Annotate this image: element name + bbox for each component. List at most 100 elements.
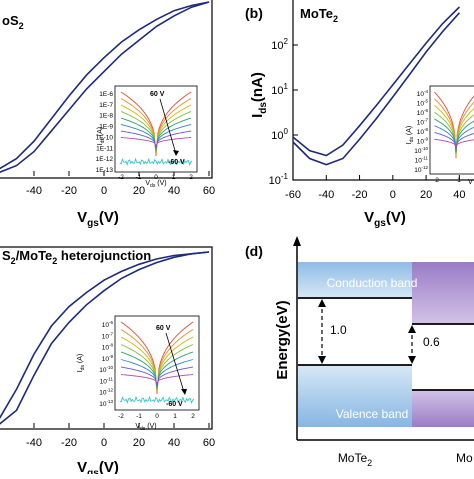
panel-a-curve-forward (0, 1, 210, 173)
inset-iv-curve (120, 104, 192, 154)
panel-a-x-ticks: -40 -20 0 20 40 60 (26, 171, 215, 197)
panel-c-x-tick-label: 40 (168, 437, 180, 449)
panel-b-curve-reverse (292, 12, 460, 166)
inset-b-x-ticks: -2 -1 (433, 177, 461, 184)
panel-c-x-tick-label: -20 (61, 437, 77, 449)
inset-y-tick-label: 10-12 (414, 165, 428, 174)
inset-y-tick-label: 10-11 (100, 376, 114, 385)
panel-a-x-tick-label: 60 (203, 185, 215, 197)
panel-b-label: (b) (245, 5, 263, 21)
panel-a-x-tick-label: 40 (168, 185, 180, 197)
inset-a-arrowhead (173, 150, 179, 156)
panel-a: oS2 -40 -20 0 20 40 60 Vgs(V) 1E-61E-71E-81E-… (0, 0, 215, 229)
panel-b-x-tick-label: 20 (420, 189, 432, 201)
inset-y-tick-label: 10-6 (102, 320, 114, 329)
inset-x-tick-label: -2 (118, 413, 124, 420)
panel-b-y-ticks: 10-1 100 101 102 (269, 37, 298, 187)
inset-c-y-label: Ids (A) (77, 354, 86, 373)
inset-x-tick-label: 0 (155, 413, 159, 420)
panel-c-curve-reverse (0, 251, 210, 420)
inset-iv-curve (120, 366, 194, 387)
inset-y-tick-label: 1E-13 (96, 167, 114, 174)
panel-c-x-tick-label: 0 (101, 437, 107, 449)
panel-b-x-tick-label: -20 (352, 189, 368, 201)
mote2-valence-band (298, 365, 412, 427)
inset-a-y-ticks: 1E-6 1E-7 1E-8 1E-9 1E-10 1E-11 1E-12 1E-13 (96, 91, 114, 174)
panel-b-y-label: Ids(nA) (249, 72, 269, 118)
conduction-band-label: Conduction band (327, 276, 418, 290)
inset-a-curves (119, 91, 193, 167)
inset-noise-floor-curve (119, 395, 195, 405)
inset-x-tick-label: 0 (154, 174, 158, 181)
inset-c-arrowhead (181, 389, 187, 395)
inset-x-tick-label: -1 (455, 177, 461, 184)
material-left-label: MoTe2 (338, 451, 372, 468)
material-right-label: Mo (456, 451, 473, 465)
inset-noise-floor-curve (119, 157, 193, 167)
inset-b-curves (434, 91, 474, 159)
panel-b-inset: 10-410-510-610-710-810-910-1010-1110-12 … (406, 85, 474, 186)
inset-a-arrow (159, 98, 177, 155)
inset-a-annotation-bottom: -60 V (168, 159, 185, 166)
panel-c-x-ticks: -40 -20 0 20 40 60 (26, 423, 215, 449)
inset-c-curves (119, 321, 195, 405)
inset-iv-curve (120, 98, 192, 155)
panel-d-label: (d) (245, 243, 263, 259)
inset-a-x-label: Vds (V) (145, 180, 166, 189)
inset-iv-curve (120, 344, 194, 390)
panel-c-x-tick-label: 20 (133, 437, 145, 449)
inset-y-tick-label: 10-5 (417, 99, 429, 108)
panel-b-y-tick-label: 101 (271, 82, 288, 97)
inset-y-tick-label: 10-7 (417, 118, 429, 127)
inset-c-x-label: Vds (V) (135, 423, 156, 432)
gap-right-value: 0.6 (423, 335, 440, 349)
inset-y-tick-label: 1E-8 (99, 113, 113, 120)
inset-iv-curve (120, 124, 192, 149)
panel-b-y-tick-label: 10-1 (269, 172, 289, 187)
inset-y-tick-label: 10-10 (99, 365, 113, 374)
inset-c-annotation-top: 60 V (156, 325, 171, 332)
inset-iv-curve (434, 105, 474, 156)
valence-band-label: Valence band (336, 407, 409, 421)
inset-y-tick-label: 1E-10 (96, 134, 114, 141)
inset-c-y-ticks: 10-6 10-7 10-8 10-9 10-10 10-11 10-12 10-13 (99, 320, 113, 408)
inset-y-tick-label: 10-8 (102, 343, 114, 352)
inset-y-tick-label: 10-8 (417, 127, 429, 136)
inset-iv-curve (434, 111, 474, 154)
inset-b-y-label: Ids (A) (406, 126, 415, 145)
inset-iv-curve (120, 321, 194, 395)
gap-arrow-left-top (318, 299, 326, 307)
inset-a-annotation-top: 60 V (150, 91, 165, 98)
panel-a-x-tick-label: 20 (133, 185, 145, 197)
panel-b-x-label: Vgs(V) (364, 209, 406, 229)
inset-x-tick-label: -1 (136, 413, 142, 420)
inset-iv-curve (434, 132, 474, 150)
panel-b-y-tick-label: 100 (271, 127, 288, 142)
inset-iv-curve (120, 130, 192, 149)
panel-b-x-ticks: -60 -40 -20 0 20 40 (285, 175, 465, 201)
panel-c-x-tick-label: -40 (26, 437, 42, 449)
inset-x-tick-label: 1 (172, 174, 176, 181)
inset-iv-curve (434, 138, 474, 149)
right-valence-band (412, 390, 474, 427)
inset-iv-curve (434, 98, 474, 157)
panel-b-frame (292, 0, 474, 181)
inset-y-tick-label: 1E-7 (99, 102, 113, 109)
inset-y-tick-label: 1E-9 (99, 124, 113, 131)
inset-iv-curve (120, 137, 192, 147)
panel-b-title: MoTe2 (300, 6, 338, 24)
inset-y-tick-label: 1E-12 (96, 156, 114, 163)
inset-iv-curve (434, 91, 474, 159)
panel-d: (d) Energy(eV) (245, 236, 474, 468)
panel-a-curve-reverse (0, 1, 210, 170)
inset-iv-curve (434, 125, 474, 151)
inset-y-tick-label: 10-7 (102, 331, 114, 340)
inset-y-tick-label: 10-9 (417, 137, 429, 146)
inset-x-tick-label: 2 (189, 174, 193, 181)
gap-arrow-right-bottom (408, 356, 416, 364)
band-y-label: Energy(eV) (274, 300, 291, 379)
panel-b-curve-forward (292, 6, 460, 157)
